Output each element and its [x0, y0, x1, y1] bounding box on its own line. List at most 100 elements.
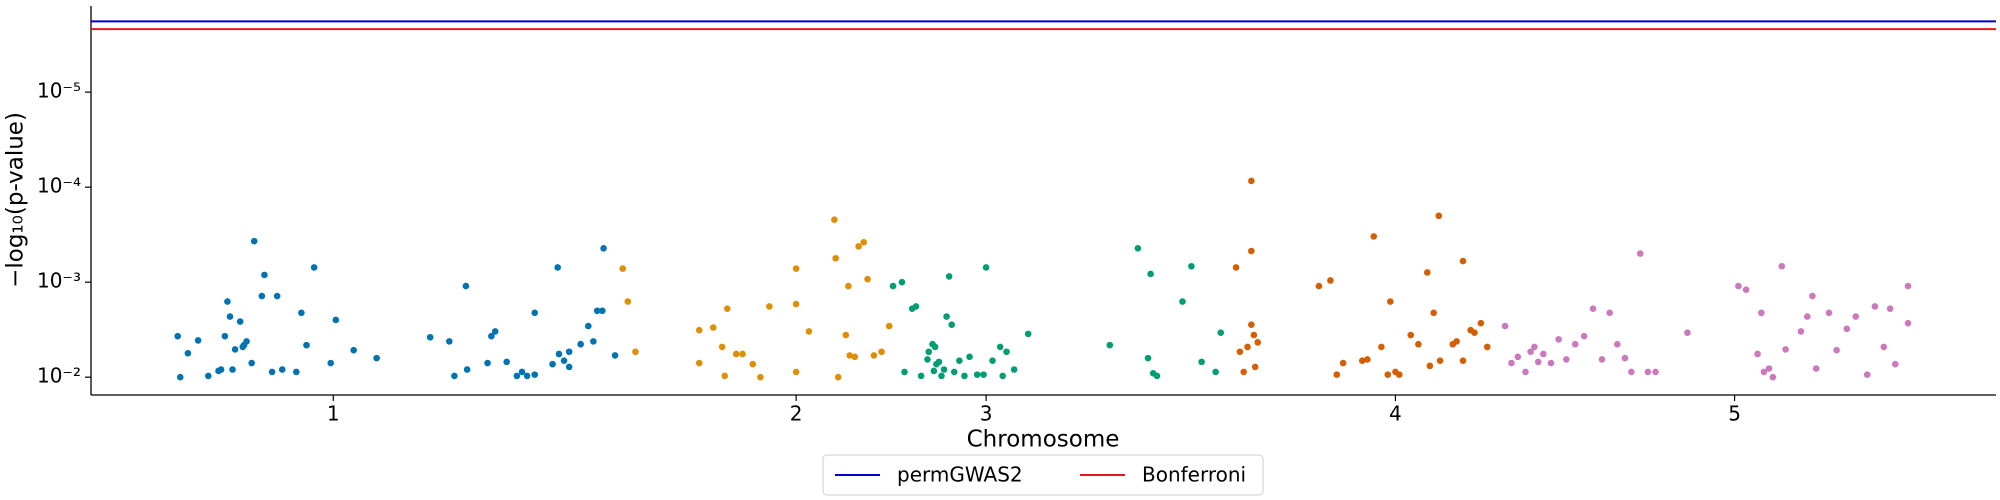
point [1483, 343, 1491, 351]
point [1212, 368, 1219, 376]
point [194, 337, 202, 344]
y-tick-label: 10⁻² [37, 364, 81, 388]
point [1471, 329, 1478, 336]
point [1424, 269, 1431, 276]
point [1812, 365, 1820, 372]
point [1871, 303, 1879, 310]
point [1527, 348, 1534, 356]
point [1891, 360, 1899, 368]
point [1364, 356, 1371, 363]
x-tick-label: 4 [1389, 402, 1402, 426]
point [1508, 359, 1515, 367]
point [231, 346, 239, 353]
point [980, 371, 987, 378]
point [1886, 305, 1894, 312]
point [327, 359, 335, 367]
point [1387, 298, 1394, 305]
point [1797, 328, 1805, 335]
point [792, 300, 800, 308]
point [931, 343, 939, 351]
point [243, 338, 250, 345]
point [273, 292, 281, 300]
point [205, 372, 212, 380]
point [1384, 371, 1392, 378]
point [1024, 330, 1032, 338]
legend-label: permGWAS2 [897, 463, 1023, 487]
point [860, 238, 868, 246]
legend-box [822, 454, 1264, 496]
point [1370, 233, 1378, 240]
point [1250, 331, 1258, 339]
point [565, 363, 573, 371]
point [925, 348, 933, 356]
point [1244, 343, 1251, 351]
point [1644, 368, 1652, 376]
point [757, 373, 764, 381]
point [1251, 363, 1259, 371]
point [851, 353, 859, 361]
point [1459, 257, 1467, 265]
point [901, 368, 908, 376]
point [292, 368, 300, 376]
point [1580, 332, 1588, 340]
point [718, 343, 726, 351]
point [599, 307, 606, 315]
point [878, 348, 885, 356]
point [1880, 343, 1888, 351]
point [484, 359, 491, 367]
point [792, 265, 800, 272]
point [184, 349, 192, 357]
point [834, 373, 842, 381]
point [695, 326, 703, 334]
point [503, 358, 510, 366]
point [584, 322, 592, 330]
point [721, 372, 729, 380]
point [619, 265, 627, 272]
point [1571, 340, 1579, 348]
point [560, 357, 568, 364]
point [1754, 350, 1761, 358]
point [842, 331, 850, 339]
point [832, 254, 839, 262]
point [1339, 359, 1347, 367]
point [1863, 371, 1871, 378]
point [749, 360, 757, 368]
point [870, 352, 878, 359]
point [600, 244, 607, 252]
point [948, 321, 955, 328]
point [943, 313, 950, 320]
point [451, 372, 458, 380]
point [229, 366, 236, 373]
point [695, 359, 703, 367]
point [350, 346, 357, 354]
point [1395, 371, 1403, 378]
point [1415, 340, 1422, 348]
point [332, 316, 340, 324]
y-tick-label: 10⁻³ [37, 269, 81, 293]
point [1652, 368, 1659, 376]
point [766, 303, 773, 310]
point [732, 350, 740, 358]
point [1684, 329, 1691, 336]
point [226, 313, 234, 320]
point [488, 332, 495, 340]
point [1459, 357, 1467, 364]
point [945, 273, 953, 280]
point [982, 264, 990, 271]
point [549, 360, 556, 368]
point [973, 371, 981, 378]
point [950, 368, 958, 376]
point [864, 275, 871, 283]
point [462, 282, 470, 290]
point [1248, 321, 1255, 328]
point [912, 303, 920, 310]
point [940, 366, 948, 373]
point [1248, 177, 1255, 185]
point [1453, 338, 1460, 345]
point [1809, 292, 1816, 300]
point [1010, 366, 1018, 373]
point [1144, 354, 1152, 362]
point [446, 338, 453, 345]
